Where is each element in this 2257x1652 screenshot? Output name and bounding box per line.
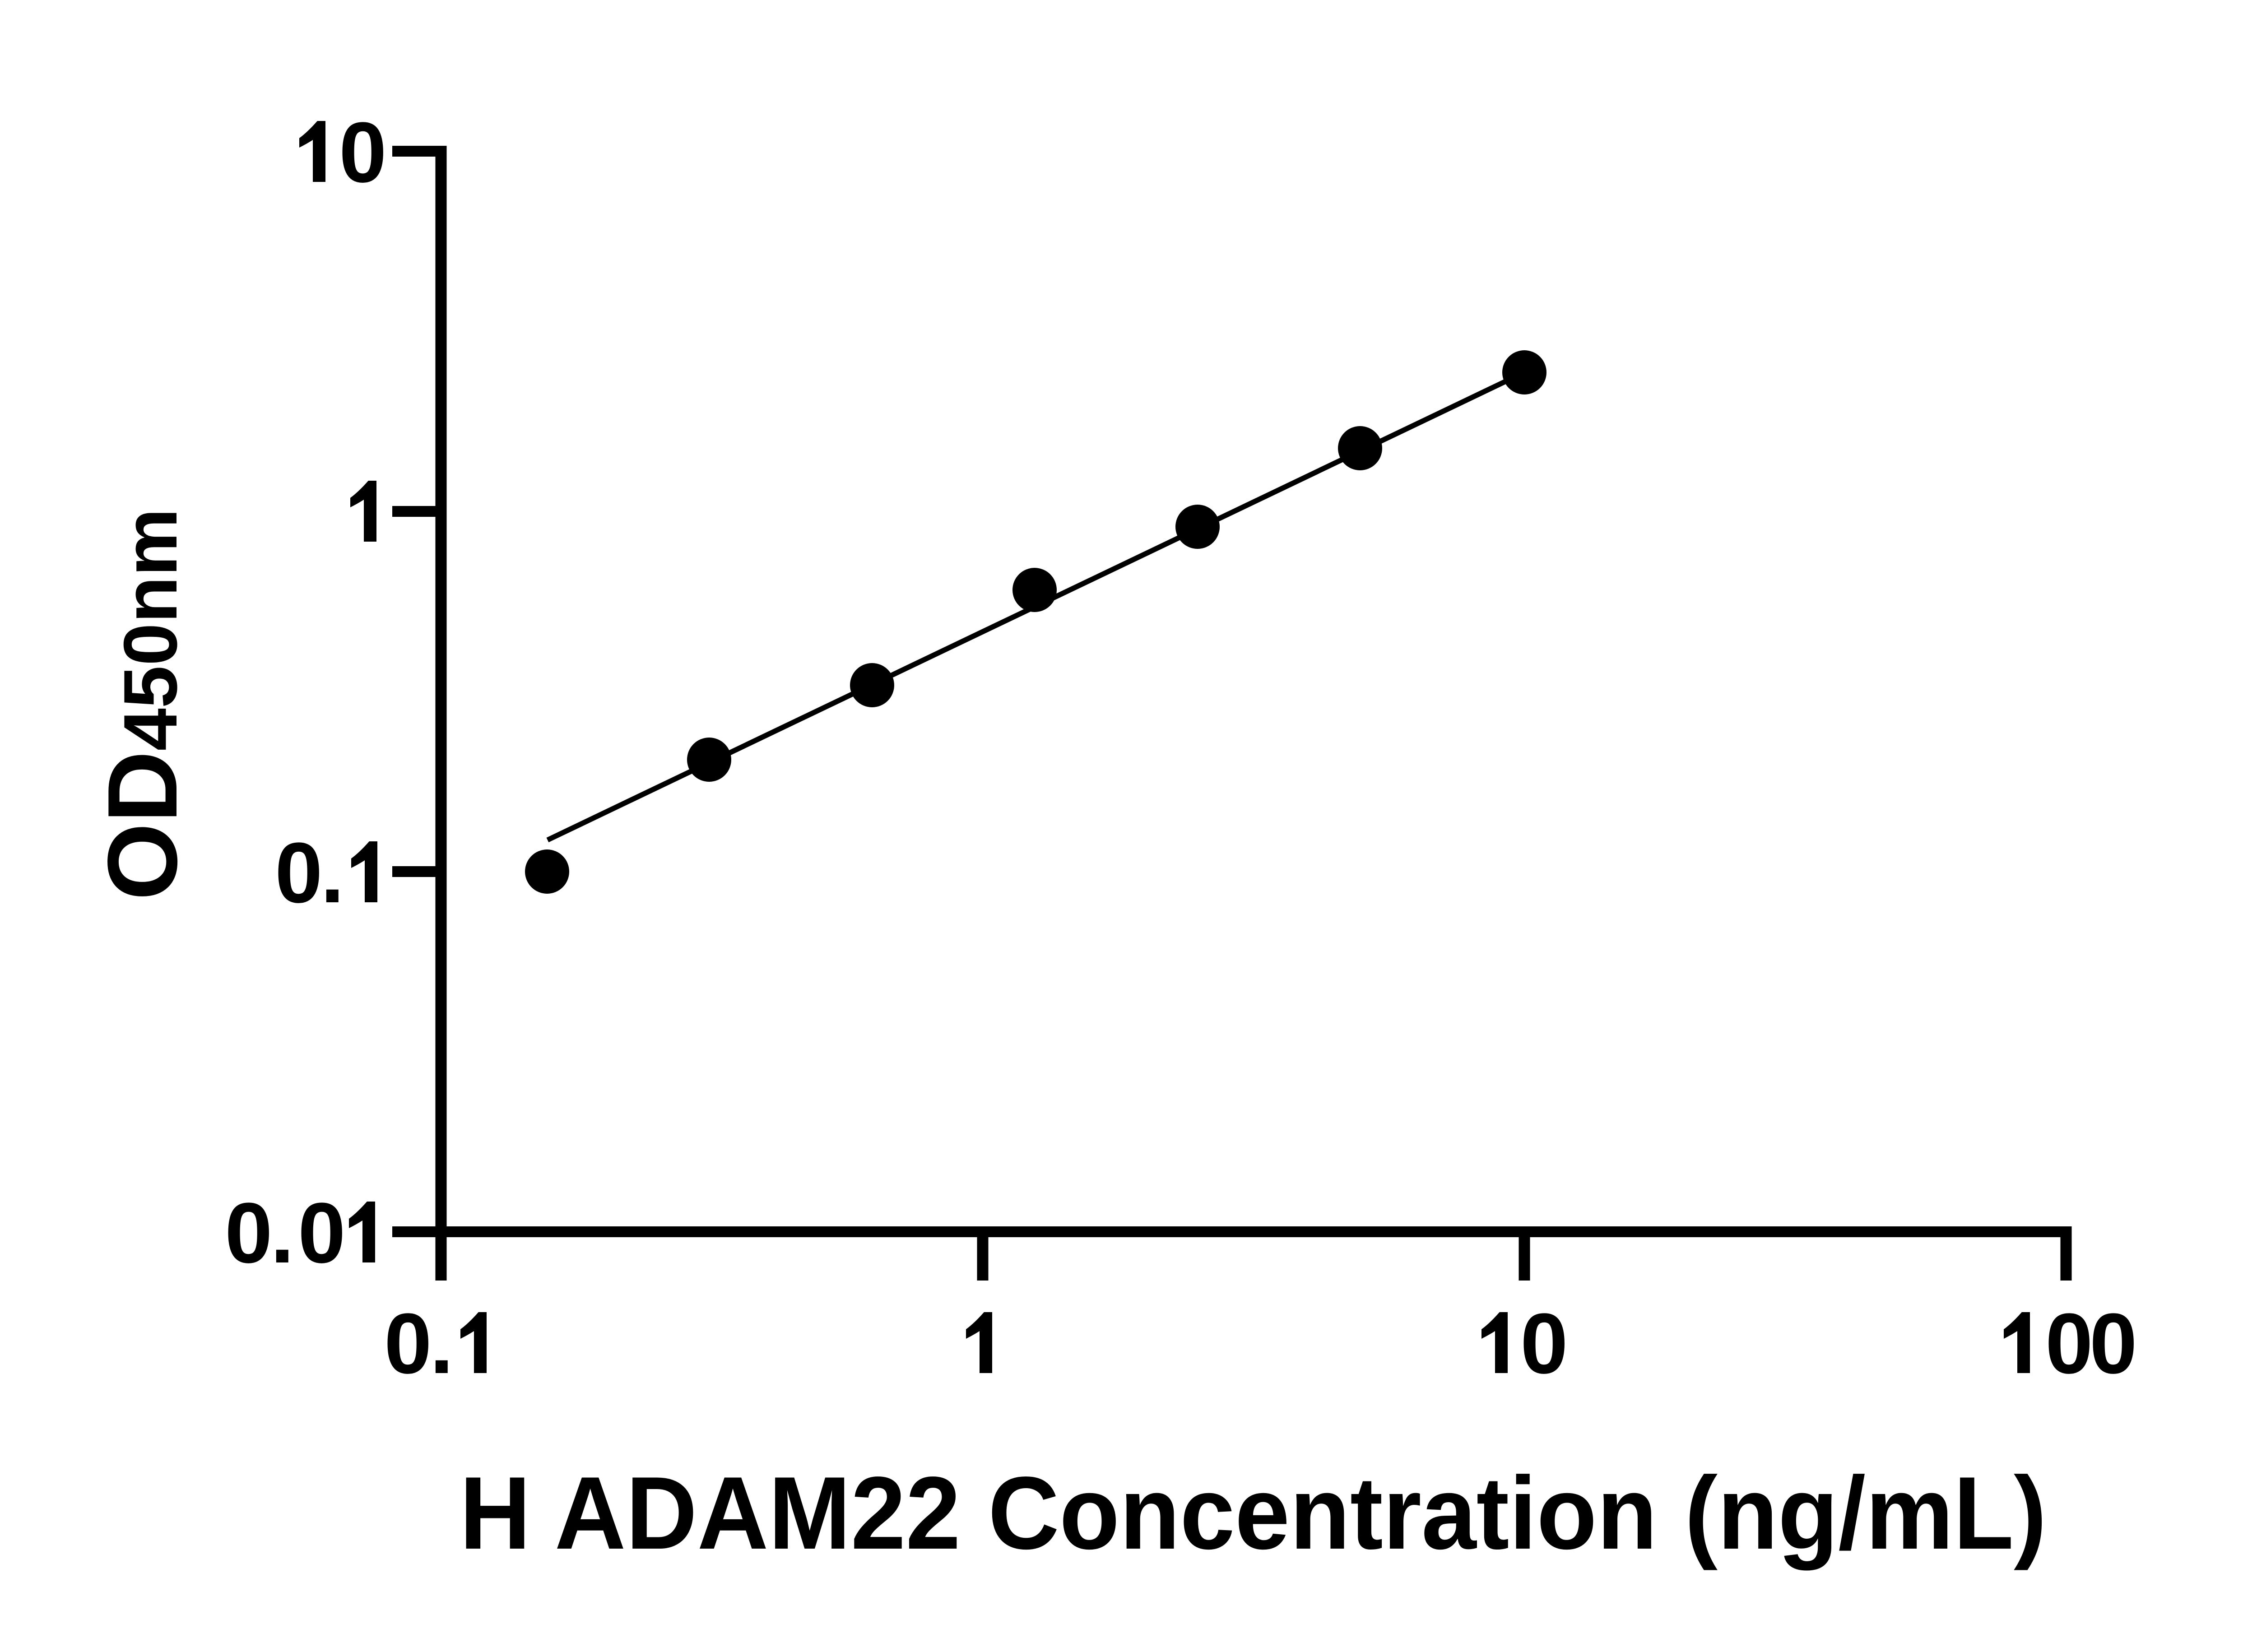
svg-text:0: 0	[339, 105, 387, 200]
svg-text:.: .	[320, 825, 344, 921]
svg-text:0: 0	[1520, 1296, 1568, 1392]
svg-text:.: .	[270, 1185, 294, 1281]
svg-text:H ADAM22 Concentration (ng/mL): H ADAM22 Concentration (ng/mL)	[460, 1455, 2047, 1571]
svg-text:0: 0	[2090, 1296, 2137, 1392]
svg-text:0: 0	[298, 1185, 346, 1281]
svg-text:0: 0	[275, 825, 323, 921]
svg-text:0: 0	[225, 1185, 273, 1281]
svg-text:.: .	[430, 1296, 454, 1392]
svg-text:0: 0	[2045, 1296, 2093, 1392]
svg-text:0: 0	[384, 1296, 432, 1392]
